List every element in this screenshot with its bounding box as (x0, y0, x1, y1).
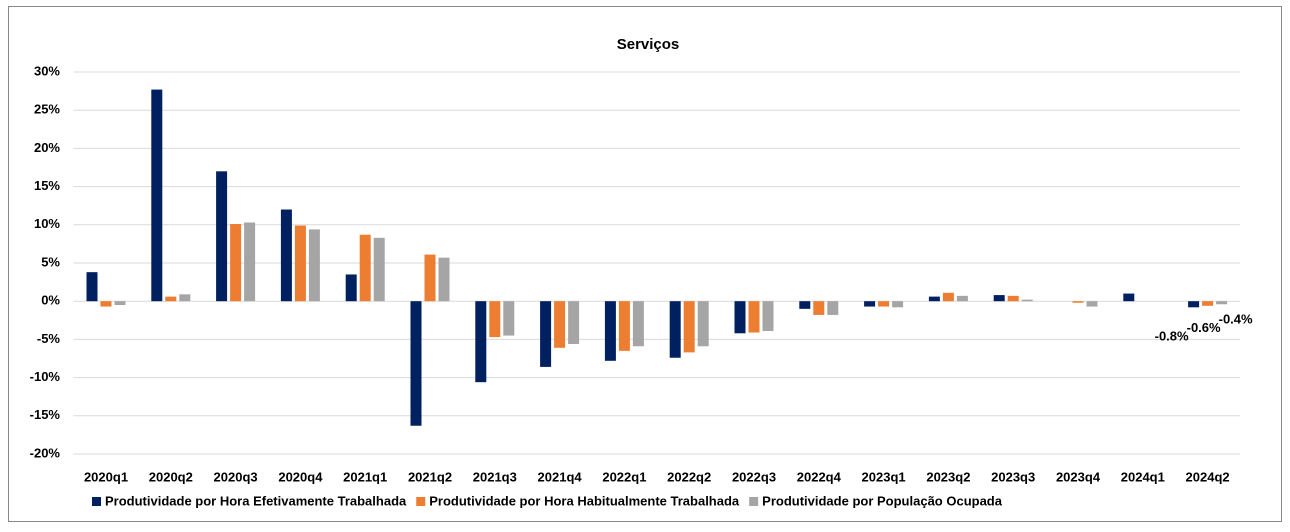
bar (1007, 295, 1019, 302)
bar (1123, 293, 1135, 302)
bar (359, 234, 371, 302)
y-tick-label: 0% (41, 293, 60, 308)
bar (697, 301, 709, 347)
bar (892, 301, 904, 308)
bar (216, 171, 228, 302)
x-tick-label: 2023q3 (991, 469, 1035, 484)
bar (878, 301, 890, 307)
y-tick-label: 20% (34, 140, 60, 155)
x-tick-label: 2024q2 (1186, 469, 1230, 484)
x-tick-label: 2020q2 (149, 469, 193, 484)
x-tick-label: 2020q1 (84, 469, 128, 484)
bar (864, 301, 876, 307)
bar (1216, 301, 1228, 305)
y-tick-label: -10% (30, 369, 61, 384)
x-tick-label: 2023q2 (926, 469, 970, 484)
x-tick-label: 2021q4 (538, 469, 583, 484)
bar (114, 301, 126, 306)
bar (734, 301, 746, 334)
bar (294, 225, 306, 302)
y-tick-label: 25% (34, 102, 60, 117)
bar (230, 224, 242, 302)
bar (1202, 301, 1214, 306)
bar (280, 209, 292, 302)
bar (244, 222, 256, 302)
bar (827, 301, 839, 315)
bar (813, 301, 825, 315)
bar (165, 296, 177, 302)
bar (956, 295, 968, 302)
x-tick-label: 2022q4 (797, 469, 842, 484)
y-tick-label: -5% (37, 331, 61, 346)
x-tick-label: 2023q1 (862, 469, 906, 484)
bar (151, 89, 163, 302)
x-tick-label: 2022q3 (732, 469, 776, 484)
bar (632, 301, 644, 347)
value-label: -0.4% (1219, 312, 1253, 327)
x-tick-label: 2024q1 (1121, 469, 1165, 484)
bar (762, 301, 774, 331)
legend-swatch (749, 497, 759, 506)
y-tick-label: 10% (34, 216, 60, 231)
bar (86, 272, 98, 302)
y-tick-label: 15% (34, 178, 60, 193)
bar (1086, 301, 1098, 307)
x-tick-label: 2021q2 (408, 469, 452, 484)
bar (669, 301, 681, 358)
chart-frame (8, 6, 1282, 522)
x-tick-label: 2022q1 (602, 469, 646, 484)
legend-swatch (92, 497, 101, 506)
bar (438, 257, 450, 302)
bar (503, 301, 515, 336)
bar (618, 301, 630, 351)
y-tick-label: -15% (30, 407, 61, 422)
bar (942, 292, 954, 302)
x-tick-label: 2021q1 (343, 469, 387, 484)
y-tick-label: 30% (34, 63, 60, 78)
chart-title: Serviços (617, 36, 680, 53)
bar (554, 301, 566, 348)
bar (179, 294, 191, 302)
bar (475, 301, 487, 383)
bar (683, 301, 695, 353)
bar (1188, 301, 1200, 308)
x-tick-label: 2023q4 (1056, 469, 1101, 484)
x-tick-label: 2022q2 (667, 469, 711, 484)
bar (799, 301, 811, 309)
y-tick-label: 5% (41, 254, 60, 269)
bar (604, 301, 616, 361)
bar (928, 296, 940, 302)
value-label: -0.6% (1187, 320, 1221, 335)
legend-label: Produtividade por Hora Efetivamente Trab… (105, 493, 407, 508)
bar (373, 237, 385, 302)
bar (540, 301, 552, 367)
bar (568, 301, 580, 344)
bar (410, 301, 422, 426)
bar (345, 274, 357, 302)
bar (100, 301, 112, 307)
bar (1072, 301, 1084, 303)
x-tick-label: 2021q3 (473, 469, 517, 484)
legend-label: Produtividade por População Ocupada (762, 493, 1003, 508)
legend-swatch (416, 497, 426, 506)
bar (308, 229, 320, 302)
y-tick-label: -20% (30, 445, 61, 460)
bar (1021, 299, 1033, 302)
bar (993, 295, 1005, 302)
bar (424, 254, 436, 302)
value-label: -0.8% (1155, 329, 1189, 344)
bar (748, 301, 760, 333)
legend-label: Produtividade por Hora Habitualmente Tra… (429, 493, 740, 508)
x-tick-label: 2020q4 (278, 469, 323, 484)
x-tick-label: 2020q3 (214, 469, 258, 484)
bar (489, 301, 501, 338)
